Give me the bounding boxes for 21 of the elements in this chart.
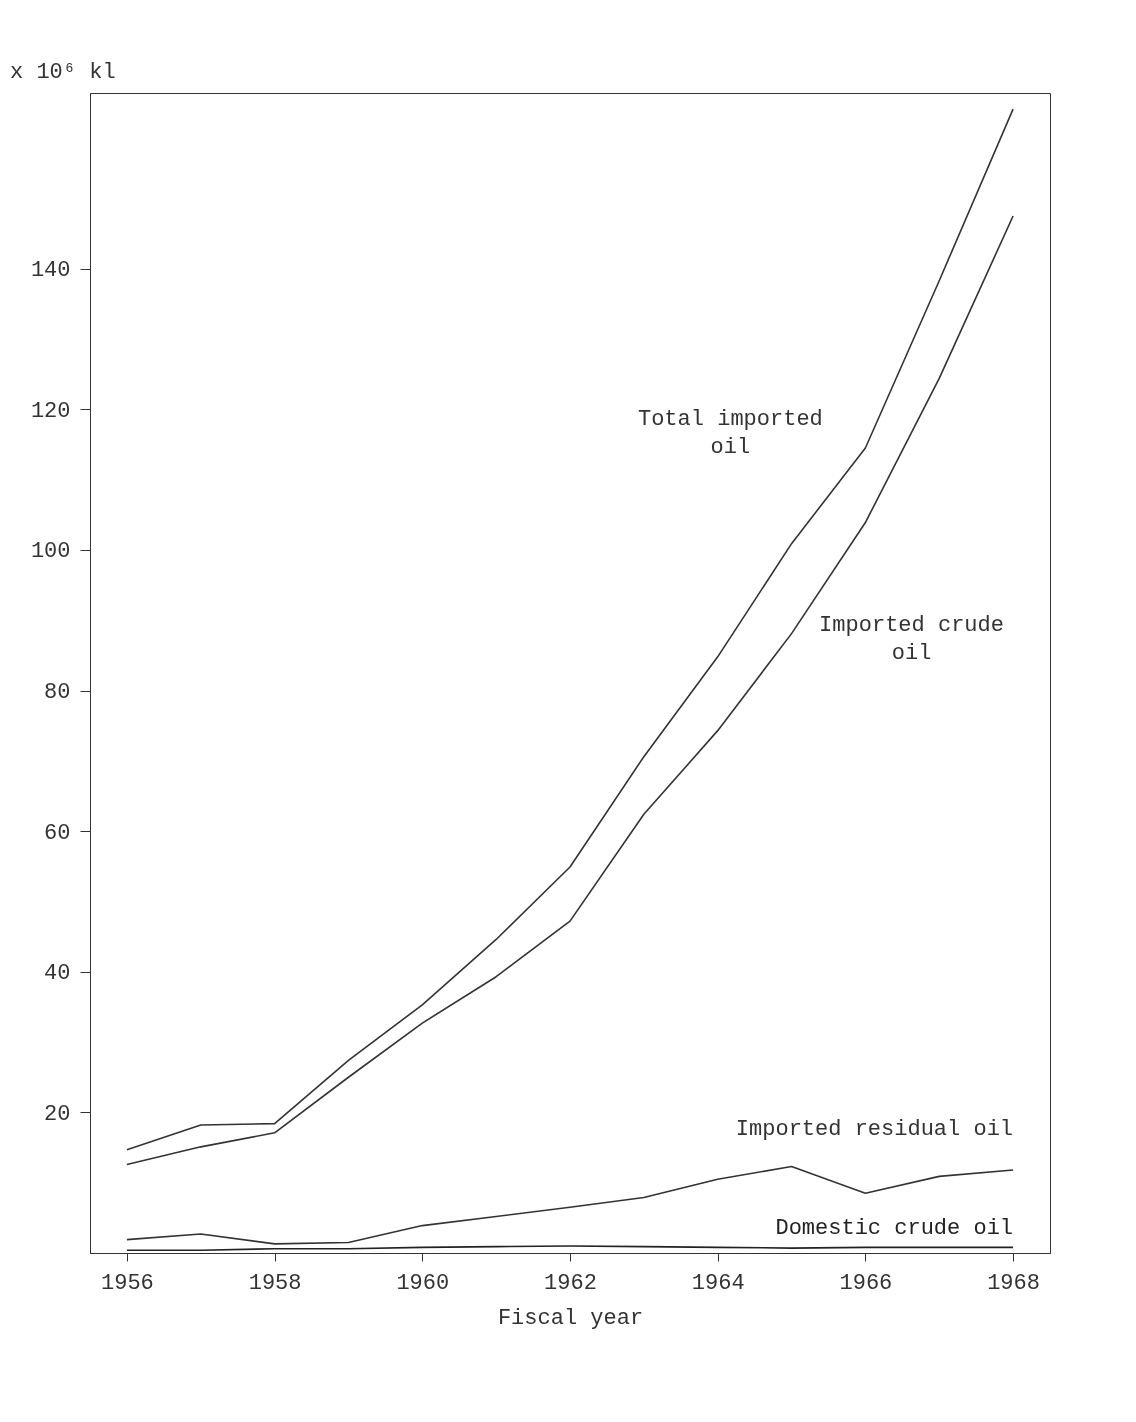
y-tick-label: 80	[44, 680, 71, 706]
x-tick-label: 1958	[248, 1270, 302, 1296]
y-tick-label: 100	[30, 539, 71, 565]
y-tick-label: 40	[44, 961, 71, 987]
y-tick-label: 60	[44, 820, 71, 846]
x-tick-label: 1956	[101, 1270, 154, 1296]
y-tick-label: 20	[44, 1101, 71, 1127]
y-axis-title: x 10⁶ kl	[10, 60, 116, 85]
y-tick-label: 140	[30, 258, 71, 284]
x-tick-label: 1962	[544, 1270, 597, 1296]
x-tick-label: 1966	[839, 1270, 893, 1296]
y-tick-label: 120	[30, 398, 71, 424]
series-label: Imported residual oil	[735, 1117, 1014, 1143]
x-tick-label: 1960	[396, 1270, 450, 1296]
x-tick-label: 1968	[987, 1270, 1040, 1296]
x-tick-label: 1964	[691, 1270, 745, 1296]
x-axis-title: Fiscal year	[497, 1305, 644, 1331]
series-label: Domestic crude oil	[775, 1216, 1014, 1242]
series-label: Imported crude oil	[819, 612, 1004, 666]
series-label: Total imported oil	[637, 407, 823, 461]
line-series	[126, 1165, 1014, 1245]
